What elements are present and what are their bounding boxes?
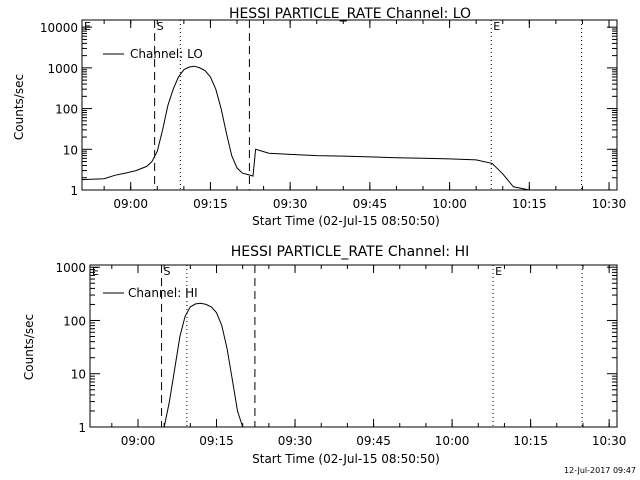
x-tick-label-hi-0: 09:00 [121,434,156,448]
series-line-lo-0 [81,65,583,191]
event-marker-label-lo-1: S [157,20,164,33]
y-tick-label-lo-3: 1000 [47,62,78,76]
x-axis-label-hi: Start Time (02-Jul-15 08:50:50) [252,452,440,466]
footer-timestamp: 12-Jul-2017 09:47 [564,466,636,475]
x-tick-label-hi-4: 10:00 [435,434,470,448]
plot-frame-lo [81,19,618,191]
y-tick-label-lo-0: 1 [70,184,78,198]
x-tick-label-hi-6: 10:30 [592,434,627,448]
legend-label-hi: Channel: HI [128,286,198,300]
event-marker-label-lo-0: E [84,20,91,33]
y-tick-label-lo-2: 100 [55,103,78,117]
x-tick-label-hi-1: 09:15 [199,434,234,448]
x-tick-label-lo-6: 10:30 [592,197,627,211]
legend-label-lo: Channel: LO [130,47,203,61]
chart-title-hi: HESSI PARTICLE_RATE Channel: HI [231,244,469,260]
y-tick-label-hi-0: 1 [78,421,86,435]
event-marker-label-hi-4: E [495,265,502,278]
x-tick-label-lo-1: 09:15 [193,197,228,211]
x-tick-label-lo-3: 09:45 [353,197,388,211]
event-marker-label-lo-4: E [493,20,500,33]
x-axis-label-lo: Start Time (02-Jul-15 08:50:50) [252,214,440,228]
plot-frame-hi [89,264,618,428]
y-tick-label-lo-1: 10 [63,143,78,157]
x-tick-label-hi-3: 09:45 [356,434,391,448]
y-tick-label-hi-2: 100 [63,314,86,328]
series-line-hi-0 [163,302,244,428]
x-tick-label-lo-4: 10:00 [432,197,467,211]
x-tick-label-lo-0: 09:00 [113,197,148,211]
x-tick-label-lo-5: 10:15 [512,197,547,211]
chart-title-lo: HESSI PARTICLE_RATE Channel: LO [229,6,471,22]
y-tick-label-lo-4: 10000 [40,21,78,35]
event-marker-label-hi-0: E [92,265,99,278]
y-tick-label-hi-3: 1000 [55,261,86,275]
y-axis-label-lo: Counts/sec [12,74,26,140]
x-tick-label-hi-2: 09:30 [278,434,313,448]
panel-hi: HESSI PARTICLE_RATE Channel: HI Start Ti… [22,244,626,466]
y-tick-label-hi-1: 10 [71,368,86,382]
event-marker-label-hi-1: S [164,265,171,278]
x-tick-label-hi-5: 10:15 [513,434,548,448]
y-axis-label-hi: Counts/sec [22,314,36,380]
panel-lo: HESSI PARTICLE_RATE Channel: LO Start Ti… [12,6,626,228]
x-tick-label-lo-2: 09:30 [273,197,308,211]
